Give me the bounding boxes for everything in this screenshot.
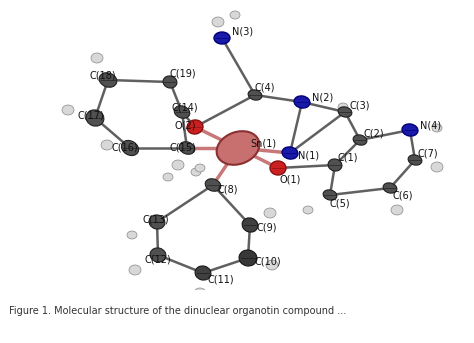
Text: C(6): C(6) — [393, 190, 413, 200]
Text: C(14): C(14) — [172, 102, 199, 112]
Text: C(4): C(4) — [255, 82, 275, 92]
Ellipse shape — [195, 164, 205, 172]
Text: C(12): C(12) — [145, 255, 172, 265]
Ellipse shape — [191, 168, 201, 176]
Ellipse shape — [194, 288, 206, 298]
Ellipse shape — [270, 161, 286, 175]
Text: C(2): C(2) — [364, 128, 384, 138]
Ellipse shape — [174, 106, 190, 118]
Ellipse shape — [101, 140, 113, 150]
Ellipse shape — [239, 250, 257, 266]
Text: C(17): C(17) — [78, 110, 105, 120]
Ellipse shape — [217, 131, 259, 165]
Text: N(1): N(1) — [298, 151, 319, 161]
Text: C(3): C(3) — [350, 100, 371, 110]
Ellipse shape — [328, 159, 342, 171]
Ellipse shape — [99, 73, 117, 87]
Text: C(7): C(7) — [418, 148, 438, 158]
Ellipse shape — [323, 190, 337, 200]
Ellipse shape — [179, 142, 195, 154]
Ellipse shape — [172, 160, 184, 170]
Ellipse shape — [264, 208, 276, 218]
Ellipse shape — [62, 105, 74, 115]
Ellipse shape — [150, 248, 166, 262]
Ellipse shape — [242, 218, 258, 232]
Text: C(5): C(5) — [330, 198, 351, 208]
Ellipse shape — [248, 90, 262, 100]
Ellipse shape — [205, 179, 221, 191]
Ellipse shape — [187, 120, 203, 134]
Ellipse shape — [282, 147, 298, 159]
Text: N(4): N(4) — [420, 120, 441, 130]
Text: C(11): C(11) — [208, 275, 235, 285]
Ellipse shape — [163, 76, 177, 88]
Ellipse shape — [294, 96, 310, 108]
Ellipse shape — [338, 107, 352, 117]
Text: C(19): C(19) — [170, 68, 197, 78]
Ellipse shape — [408, 155, 422, 165]
Text: O(1): O(1) — [280, 175, 301, 185]
Ellipse shape — [91, 53, 103, 63]
Ellipse shape — [195, 266, 211, 280]
Ellipse shape — [214, 32, 230, 44]
Text: N(3): N(3) — [232, 27, 253, 37]
Ellipse shape — [383, 183, 397, 193]
Text: C(15): C(15) — [170, 143, 197, 153]
Ellipse shape — [338, 103, 348, 111]
Ellipse shape — [230, 11, 240, 19]
Ellipse shape — [129, 265, 141, 275]
Ellipse shape — [266, 260, 278, 270]
Text: N(2): N(2) — [312, 93, 333, 103]
Ellipse shape — [121, 140, 138, 155]
Text: C(9): C(9) — [257, 223, 277, 233]
Text: O(2): O(2) — [175, 120, 197, 130]
Text: Sn(1): Sn(1) — [250, 138, 276, 148]
Text: C(16): C(16) — [112, 142, 138, 152]
Ellipse shape — [431, 162, 443, 172]
Ellipse shape — [127, 231, 137, 239]
Text: Figure 1. Molecular structure of the dinuclear organotin compound ...: Figure 1. Molecular structure of the din… — [9, 306, 346, 316]
Ellipse shape — [353, 135, 367, 145]
Ellipse shape — [149, 215, 165, 229]
Text: C(13): C(13) — [143, 215, 170, 225]
Ellipse shape — [303, 206, 313, 214]
Ellipse shape — [163, 173, 173, 181]
Ellipse shape — [212, 17, 224, 27]
Ellipse shape — [402, 124, 418, 136]
Ellipse shape — [432, 124, 442, 132]
Text: C(1): C(1) — [338, 153, 358, 163]
Text: C(18): C(18) — [90, 70, 117, 80]
Text: C(8): C(8) — [218, 185, 238, 195]
Ellipse shape — [86, 110, 104, 126]
Ellipse shape — [391, 205, 403, 215]
Text: C(10): C(10) — [255, 257, 282, 267]
